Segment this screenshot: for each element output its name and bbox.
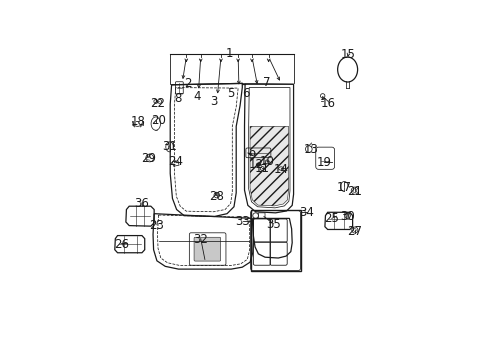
Text: 22: 22 <box>149 97 164 110</box>
Text: 34: 34 <box>299 206 313 219</box>
Text: 9: 9 <box>248 149 256 162</box>
Text: 21: 21 <box>346 185 362 198</box>
Text: 32: 32 <box>193 233 208 246</box>
FancyBboxPatch shape <box>194 237 220 261</box>
Text: 6: 6 <box>242 87 249 100</box>
Text: 19: 19 <box>316 156 331 169</box>
Text: 11: 11 <box>254 162 269 175</box>
Text: 18: 18 <box>130 116 145 129</box>
Text: 20: 20 <box>151 114 166 127</box>
Text: 26: 26 <box>113 238 128 251</box>
Text: 35: 35 <box>265 218 281 231</box>
Text: 8: 8 <box>174 91 181 105</box>
Text: 2: 2 <box>183 77 191 90</box>
Text: 29: 29 <box>141 152 156 165</box>
Text: 36: 36 <box>134 198 149 211</box>
Text: 24: 24 <box>167 156 183 168</box>
Text: 7: 7 <box>263 76 270 89</box>
Polygon shape <box>249 126 288 206</box>
Text: 31: 31 <box>162 140 177 153</box>
Text: 16: 16 <box>320 97 335 110</box>
Text: 33: 33 <box>235 216 249 229</box>
Text: 12: 12 <box>248 158 264 171</box>
Text: 1: 1 <box>225 47 232 60</box>
Text: 10: 10 <box>259 154 274 167</box>
Text: 4: 4 <box>193 90 201 103</box>
Text: 13: 13 <box>304 143 318 156</box>
Text: 30: 30 <box>339 210 354 223</box>
Text: 28: 28 <box>208 190 223 203</box>
Text: 15: 15 <box>340 48 355 61</box>
Text: 23: 23 <box>149 219 164 232</box>
Text: 5: 5 <box>227 87 234 100</box>
Text: 14: 14 <box>273 163 288 176</box>
Text: 3: 3 <box>210 95 217 108</box>
Text: 25: 25 <box>324 212 339 225</box>
Text: 27: 27 <box>346 225 362 238</box>
Text: 17: 17 <box>336 181 351 194</box>
